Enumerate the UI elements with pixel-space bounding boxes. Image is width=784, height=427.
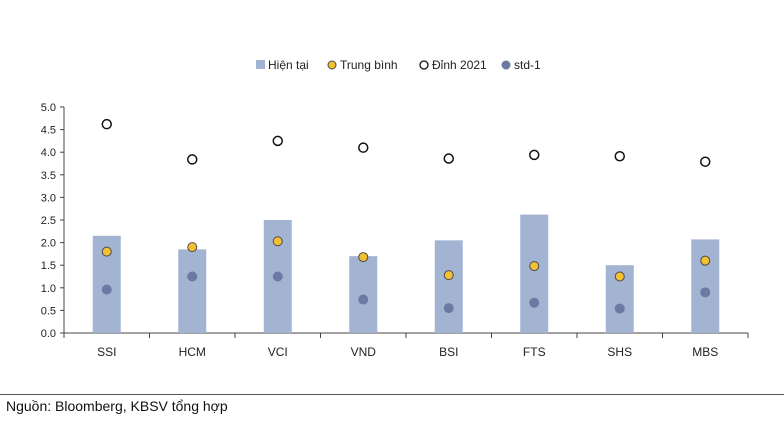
legend-item-3: std-1 — [501, 58, 541, 72]
legend-label: Đỉnh 2021 — [432, 58, 487, 72]
y-tick-label: 0.0 — [41, 328, 56, 340]
y-tick-label: 2.5 — [41, 215, 56, 227]
marker-nh-2021-vnd — [358, 142, 369, 153]
y-tick-label: 3.0 — [41, 192, 56, 204]
legend-item-0: Hiện tại — [256, 58, 309, 72]
marker-std-1-hcm — [187, 271, 198, 282]
legend-item-2: Đỉnh 2021 — [419, 58, 487, 72]
x-axis: SSI HCM VCI VND BSI FTS SHS MBS — [63, 332, 749, 359]
marker-nh-2021-hcm — [187, 154, 198, 165]
marker-nh-2021-shs — [614, 151, 625, 162]
x-tick-label: FTS — [523, 345, 546, 359]
source-divider — [0, 394, 784, 395]
legend-label: Trung bình — [340, 58, 398, 72]
legend-label: Hiện tại — [268, 58, 309, 72]
marker-std-1-shs — [614, 303, 625, 314]
marker-std-1-vci — [272, 271, 283, 282]
marker-trung-b-nh-vnd — [358, 252, 369, 263]
marker-nh-2021-vci — [272, 135, 283, 147]
y-tick-label: 0.5 — [41, 305, 56, 317]
y-tick-label: 1.5 — [41, 260, 56, 272]
marker-std-1-mbs — [700, 287, 711, 298]
marker-trung-b-nh-mbs — [700, 255, 711, 266]
x-tick-label: MBS — [692, 345, 718, 359]
x-tick-label: SHS — [607, 345, 632, 359]
y-tick-label: 2.0 — [41, 238, 56, 250]
legend-item-1: Trung bình — [327, 58, 398, 72]
series-markers — [101, 118, 711, 314]
legend: Hiện tại Trung bình Đỉnh 2021 std-1 — [256, 58, 541, 72]
marker-std-1-vnd — [358, 294, 369, 305]
legend-label: std-1 — [514, 58, 541, 72]
y-tick-label: 4.5 — [41, 125, 56, 137]
legend-swatch — [501, 60, 511, 70]
marker-trung-b-nh-shs — [614, 271, 625, 282]
y-tick-label: 4.0 — [41, 147, 56, 159]
bar-bsi — [434, 240, 463, 333]
y-axis: 5.0 4.5 4.0 3.5 3.0 2.5 2.0 1.5 1.0 0.5 0.0 — [41, 102, 65, 340]
marker-std-1-fts — [529, 297, 540, 308]
legend-swatch — [327, 60, 337, 70]
y-tick-label: 5.0 — [41, 102, 56, 114]
marker-nh-2021-mbs — [700, 156, 711, 167]
x-tick-label: VND — [351, 345, 377, 359]
legend-swatch — [419, 60, 429, 70]
y-tick-label: 3.5 — [41, 170, 56, 182]
marker-std-1-bsi — [443, 303, 454, 314]
x-tick-label: HCM — [179, 345, 206, 359]
y-tick-label: 1.0 — [41, 283, 56, 295]
marker-nh-2021-fts — [529, 149, 540, 161]
marker-nh-2021-ssi — [101, 118, 112, 130]
marker-trung-b-nh-bsi — [443, 270, 454, 281]
marker-trung-b-nh-vci — [272, 236, 283, 247]
marker-std-1-ssi — [101, 284, 112, 295]
bar-fts — [520, 214, 549, 333]
x-tick-label: SSI — [97, 345, 116, 359]
marker-trung-b-nh-ssi — [101, 246, 112, 257]
source-note: Nguồn: Bloomberg, KBSV tổng hợp — [6, 398, 228, 414]
series-bars — [92, 214, 720, 333]
marker-trung-b-nh-hcm — [187, 242, 198, 253]
legend-swatch — [256, 60, 265, 69]
marker-trung-b-nh-fts — [529, 261, 540, 272]
x-tick-label: BSI — [439, 345, 458, 359]
chart: Hiện tại Trung bình Đỉnh 2021 std-1 5.0 4.5 4… — [41, 58, 749, 359]
bar-hcm — [178, 249, 207, 333]
bar-mbs — [691, 239, 720, 333]
x-tick-label: VCI — [268, 345, 288, 359]
marker-nh-2021-bsi — [443, 153, 454, 164]
